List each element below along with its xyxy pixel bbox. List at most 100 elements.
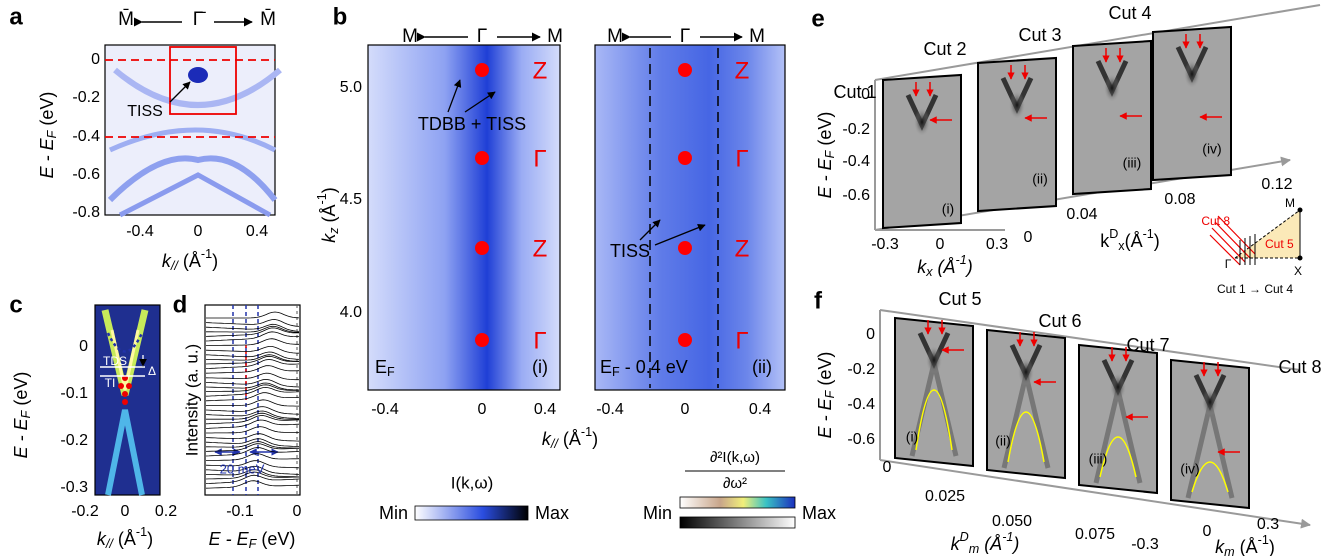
colorbar-label: Max — [802, 503, 836, 523]
tick-label: 0.4 — [749, 401, 771, 418]
panel-e-cuts — [882, 25, 1232, 230]
spectrum-curve — [205, 419, 300, 429]
direction-label: Γ — [477, 26, 487, 47]
tick-label: 0.08 — [1164, 191, 1195, 208]
text-part: F — [387, 365, 395, 379]
x-axis-label: km (Å-1) — [1215, 533, 1275, 556]
spectrum-curve — [205, 406, 300, 415]
inset-label: M — [1285, 196, 1295, 210]
tag: (i) — [906, 429, 918, 445]
panel-d-frame — [204, 304, 301, 496]
tag: (i) — [532, 357, 548, 377]
spectrum-curve — [205, 323, 300, 332]
tick-label: -0.6 — [842, 187, 870, 204]
y-axis-label: E - EF (eV) — [815, 352, 838, 439]
panel-label: e — [811, 5, 824, 32]
tag: (iv) — [1180, 461, 1199, 477]
text-part: F — [823, 149, 837, 158]
spectrum-curve — [205, 372, 299, 381]
spectrum-curve — [205, 465, 300, 475]
text-part: (Å — [178, 251, 201, 271]
tick-label: 0 — [478, 401, 487, 418]
cut-label: Cut 8 — [1278, 357, 1321, 377]
tick-label: 0.075 — [1075, 526, 1115, 543]
text-part: (eV) — [815, 352, 835, 391]
spectrum-curve — [205, 319, 300, 327]
point-label: Γ — [533, 327, 546, 354]
tick-label: 0.3 — [1257, 516, 1279, 533]
point-label: Z — [533, 57, 548, 84]
spectrum-curve — [206, 338, 299, 346]
text-part: z — [327, 227, 341, 235]
tick-label: 0.3 — [986, 236, 1008, 253]
cut-label: Cut 2 — [923, 39, 966, 59]
brillouin-inset — [1209, 207, 1303, 266]
cut-label: Cut 6 — [1038, 311, 1081, 331]
spectrum-curve — [205, 354, 300, 362]
annotation: TISS — [610, 241, 650, 261]
cut-image — [1078, 343, 1158, 495]
y-axis-label: Intensity (a. u.) — [182, 344, 201, 456]
x-axis-label: k// (Å-1) — [97, 525, 153, 551]
text-part: F — [45, 129, 59, 138]
text-part: -1 — [315, 193, 329, 204]
text-part: // — [170, 259, 179, 273]
depth-axis-label: kDm (Å-1) — [951, 530, 1020, 556]
text-part: -1 — [956, 253, 967, 267]
direction-label: M — [402, 26, 418, 47]
annotation: TDBB + TISS — [418, 114, 526, 134]
tick-label: -0.3 — [871, 236, 899, 253]
tick-label: 0 — [121, 503, 130, 520]
text-part: m — [1224, 545, 1235, 556]
cut-label: Cut 4 — [1108, 3, 1151, 23]
point-label: Γ — [533, 145, 546, 172]
spectrum-curve — [205, 386, 300, 397]
panel-label: c — [9, 291, 22, 318]
tick-label: 0 — [866, 326, 875, 343]
tick-label: 4.5 — [340, 191, 362, 208]
tick-label: -0.4 — [371, 401, 399, 418]
tick-label: 0.12 — [1261, 176, 1292, 193]
tick-label: 0.04 — [1066, 206, 1097, 223]
direction-label: Γ — [680, 26, 690, 47]
spectrum-curve — [205, 447, 300, 457]
cut-label: Cut 1 — [833, 82, 876, 102]
tick-label: 0 — [936, 236, 945, 253]
tick-label: 0 — [1203, 523, 1212, 540]
cut-image — [1170, 358, 1250, 510]
x-axis-label: k// (Å-1) — [162, 247, 218, 273]
tick-label: 0.4 — [534, 401, 556, 418]
spectrum-curve — [205, 392, 300, 402]
spectrum-curve — [205, 474, 300, 484]
tick-label: -0.6 — [72, 166, 100, 183]
spot — [1018, 358, 1034, 386]
spectrum-curve — [206, 325, 300, 333]
text-part: k — [951, 534, 961, 554]
text-part: (Å — [319, 204, 339, 227]
spot — [1009, 91, 1025, 119]
panel-label: a — [9, 3, 23, 30]
spot — [1104, 74, 1120, 102]
text-part: (Å — [1125, 231, 1143, 251]
colorbar-title: ∂²I(k,ω) — [710, 449, 760, 466]
spectrum-curve — [206, 399, 299, 407]
text-part: E - E — [815, 397, 835, 438]
x-axis-label: k// (Å-1) — [542, 425, 598, 451]
annotation: 20 meV — [220, 461, 265, 476]
tick-label: 0 — [293, 503, 302, 520]
guide — [1007, 411, 1045, 463]
spectrum-curve — [205, 460, 300, 469]
inset-label: X — [1294, 264, 1302, 278]
text-part: E — [600, 357, 612, 377]
text-part: k — [97, 529, 107, 549]
spectrum-curve — [206, 311, 300, 319]
y-axis-label: E - EF (eV) — [37, 92, 60, 179]
tick-label: 0.025 — [925, 488, 965, 505]
text-part: k — [319, 233, 339, 243]
depth-axis-label: kDx(Å-1) — [1100, 227, 1160, 253]
spectrum-curve — [205, 382, 300, 391]
tick-label: -0.8 — [72, 204, 100, 221]
tick-label: -0.4 — [596, 401, 624, 418]
tag: (ii) — [1032, 171, 1048, 187]
text-part: F — [19, 409, 33, 418]
